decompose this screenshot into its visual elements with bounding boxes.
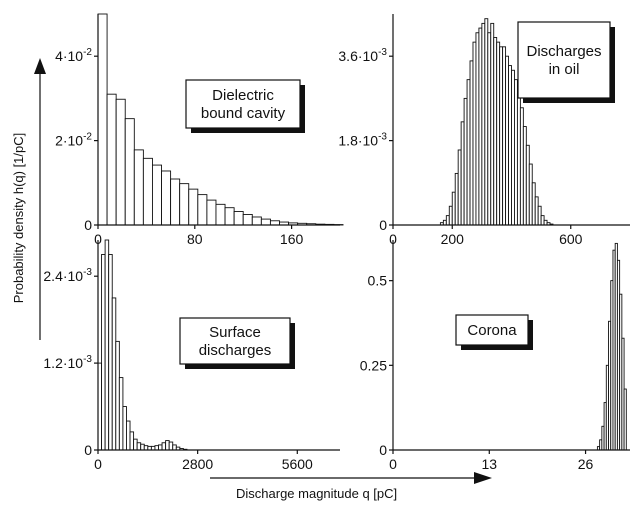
histogram-bar [242, 213, 253, 226]
histogram-bar [126, 420, 131, 451]
x-label-arrow-head [474, 472, 492, 484]
title-box [517, 21, 611, 99]
y-axis-label-group: Probability density h(q) [1/pC] [11, 58, 46, 340]
histogram-bar [154, 445, 159, 451]
title-box [455, 314, 529, 346]
histogram-bar [165, 440, 170, 451]
x-tick-label: 0 [389, 456, 397, 472]
histogram-bar [197, 194, 208, 226]
x-tick-label: 200 [441, 231, 465, 247]
histogram-bar [623, 388, 627, 451]
histogram-bar [158, 444, 163, 451]
y-tick-label: 0.25 [360, 357, 387, 373]
panel-title-line: Corona [467, 322, 517, 339]
histogram-bar [172, 444, 177, 451]
histogram-bar [111, 297, 117, 451]
y-axis-label: Probability density h(q) [1/pC] [11, 133, 26, 304]
histogram-bar [260, 218, 271, 226]
y-tick-label: 2·10-2 [55, 132, 92, 149]
y-label-arrow-head [34, 58, 46, 74]
histogram-bar [124, 118, 135, 226]
x-tick-label: 26 [578, 456, 594, 472]
histogram-bar [106, 93, 117, 226]
histogram-bar [101, 254, 106, 451]
title-box [185, 79, 301, 129]
x-axis-label: Discharge magnitude q [pC] [236, 486, 397, 501]
x-tick-label: 0 [94, 456, 102, 472]
histogram-bar [129, 431, 135, 451]
y-tick-label: 1.8·10-3 [338, 132, 387, 149]
histogram-bar [140, 443, 145, 451]
histogram-bar [151, 164, 162, 226]
panel-title-line: bound cavity [201, 105, 286, 122]
panel-title-line: in oil [549, 61, 580, 78]
y-tick-label: 4·10-2 [55, 47, 92, 64]
title-box [179, 317, 291, 365]
histogram-bar [115, 340, 120, 451]
x-tick-label: 80 [187, 231, 203, 247]
x-axis-label-group: Discharge magnitude q [pC] [210, 472, 492, 501]
histogram-bar [97, 13, 108, 226]
x-tick-label: 2800 [182, 456, 213, 472]
histogram-bar [161, 170, 172, 226]
panel-title-line: Surface [209, 324, 261, 341]
x-tick-label: 0 [94, 231, 102, 247]
y-tick-label: 3.6·10-3 [338, 47, 387, 64]
y-tick-label: 0 [84, 442, 92, 458]
histogram-bar [269, 220, 280, 226]
histogram-bar [206, 199, 217, 226]
y-tick-label: 2.4·10-3 [43, 267, 92, 284]
y-tick-label: 0 [84, 217, 92, 233]
histogram-bar [143, 445, 149, 451]
histogram-bar [233, 211, 244, 226]
histogram-bar [224, 207, 235, 226]
histogram-bar [122, 406, 127, 451]
histogram-bar [115, 98, 126, 226]
histogram-bar [188, 188, 199, 226]
histogram-bar [142, 157, 153, 226]
panel-title-line: discharges [199, 342, 272, 359]
y-tick-label: 0 [379, 217, 387, 233]
x-tick-label: 160 [280, 231, 304, 247]
histogram-bar [136, 442, 142, 451]
panel-title-line: Dielectric [212, 87, 274, 104]
x-tick-label: 0 [389, 231, 397, 247]
x-tick-label: 600 [559, 231, 583, 247]
histogram-bar [179, 183, 190, 226]
x-tick-label: 5600 [282, 456, 313, 472]
histogram-bar [161, 442, 167, 451]
histogram-bar [104, 239, 110, 451]
histogram-bar [168, 441, 174, 451]
histogram-bar [170, 178, 181, 226]
panel-corona: 0 0.25 0.5 0 13 26 Corona [360, 240, 630, 472]
histogram-bar [133, 149, 144, 226]
histogram-bar [108, 254, 113, 451]
histogram-bar [133, 438, 138, 451]
histogram-bar [251, 216, 262, 226]
panel-title-line: Discharges [526, 43, 601, 60]
y-tick-label: 0.5 [368, 273, 388, 289]
panel-surface-discharges: 0 1.2·10-3 2.4·10-3 0 2800 5600 Surfacedischar… [43, 239, 340, 472]
histogram-bar [215, 203, 226, 226]
y-tick-label: 0 [379, 442, 387, 458]
y-tick-label: 1.2·10-3 [43, 354, 92, 371]
histogram-bar [118, 377, 124, 451]
x-tick-label: 13 [481, 456, 497, 472]
